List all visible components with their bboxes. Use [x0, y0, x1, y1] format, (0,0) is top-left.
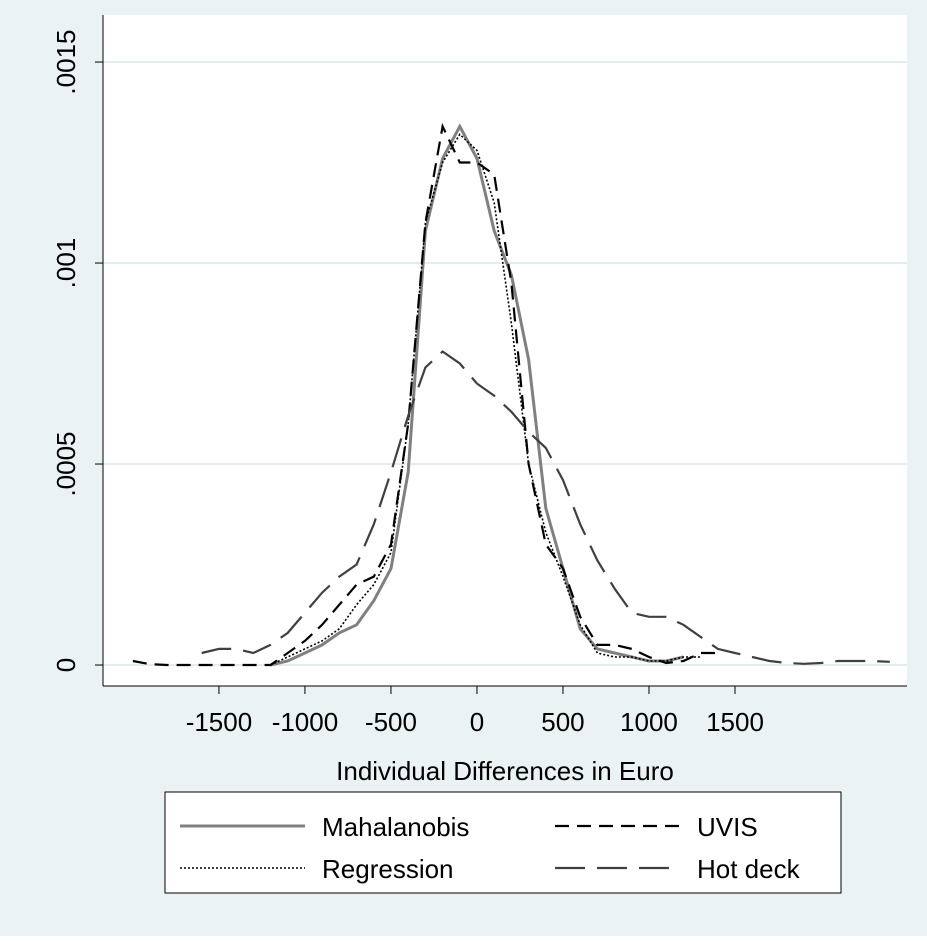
legend-label: Mahalanobis — [322, 812, 469, 842]
y-tick-label: .0015 — [51, 29, 81, 94]
series-line — [270, 123, 684, 667]
legend-label: UVIS — [697, 812, 758, 842]
x-tick-label: 500 — [541, 707, 584, 737]
legend-label: Hot deck — [697, 854, 801, 884]
x-tick-label: 1000 — [620, 707, 678, 737]
x-tick-label: -1000 — [272, 707, 339, 737]
series-line — [132, 122, 718, 667]
y-tick-label: .001 — [51, 238, 81, 289]
legend-label: Regression — [322, 854, 454, 884]
series-line — [270, 133, 701, 666]
y-tick-label: 0 — [51, 658, 81, 672]
x-tick-label: -500 — [365, 707, 417, 737]
x-axis-title: Individual Differences in Euro — [336, 756, 674, 786]
x-tick-label: 0 — [470, 707, 484, 737]
x-tick-label: -1500 — [186, 707, 253, 737]
plot-area — [103, 15, 907, 686]
x-tick-label: 1500 — [706, 707, 764, 737]
y-tick-label: .0005 — [51, 431, 81, 496]
legend — [164, 791, 842, 894]
series-line — [201, 350, 890, 665]
